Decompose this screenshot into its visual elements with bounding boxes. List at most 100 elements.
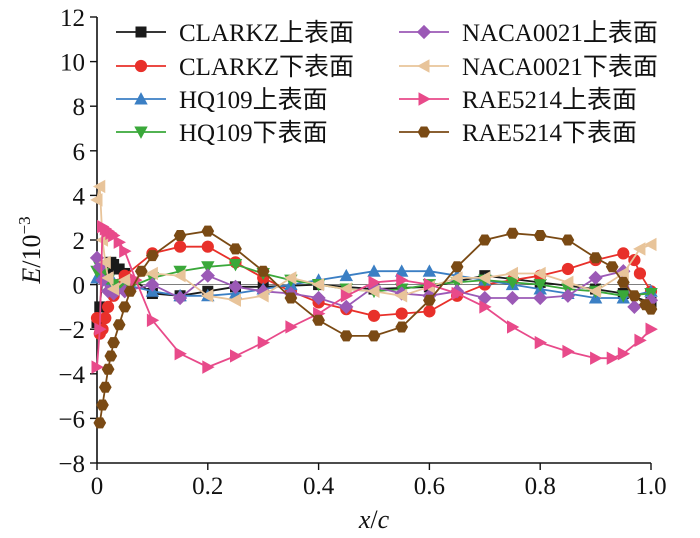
triangle-left-marker (561, 275, 574, 290)
hexagon-marker (395, 321, 409, 333)
y-axis-title: E/10−3 (15, 216, 46, 284)
diamond-marker (200, 268, 215, 283)
triangle-left-marker (117, 273, 131, 287)
circle-marker (134, 59, 148, 73)
triangle-down-marker (505, 276, 520, 290)
triangle-left-marker (145, 266, 158, 281)
y-tick-label: 4 (73, 183, 86, 210)
diamond-marker (172, 290, 188, 306)
hexagon-marker (561, 234, 575, 246)
series-5 (90, 179, 657, 307)
triangle-up-marker (422, 264, 437, 277)
x-tick-label: 0.2 (192, 473, 223, 500)
triangle-down-marker (533, 279, 547, 292)
triangle-left-marker (505, 266, 519, 281)
triangle-left-marker (644, 237, 657, 252)
triangle-right-marker (396, 273, 409, 287)
legend-item: HQ109上表面 (116, 86, 328, 114)
triangle-left-marker (394, 289, 408, 303)
triangle-right-marker (634, 333, 647, 348)
legend-label: HQ109下表面 (179, 119, 328, 147)
circle-marker (633, 267, 647, 280)
circle-marker (617, 247, 630, 260)
y-tick-label: −4 (58, 362, 85, 389)
triangle-right-marker (534, 335, 548, 350)
x-tick-label: 0 (91, 473, 104, 500)
triangle-left-marker (200, 289, 214, 303)
legend-item: RAE5214下表面 (399, 119, 637, 147)
square-marker (135, 26, 147, 38)
legend-label: CLARKZ下表面 (179, 53, 354, 81)
hexagon-marker (533, 230, 547, 241)
y-tick-label: 2 (73, 228, 86, 255)
triangle-left-marker (311, 277, 325, 292)
triangle-right-marker (451, 286, 464, 301)
legend-label: HQ109上表面 (179, 86, 328, 114)
series-line (98, 230, 652, 424)
hexagon-marker (478, 234, 492, 246)
x-tick-label: 0.8 (525, 473, 556, 500)
diamond-marker (588, 270, 603, 286)
diamond-marker (339, 299, 354, 315)
circle-marker (561, 262, 575, 276)
hexagon-marker (112, 319, 126, 331)
triangle-left-marker (367, 284, 380, 298)
triangle-up-marker (134, 92, 148, 105)
hexagon-marker (118, 301, 132, 313)
legend-label: CLARKZ上表面 (179, 19, 354, 47)
circle-marker (99, 311, 112, 325)
circle-marker (423, 305, 436, 318)
hexagon-marker (339, 330, 353, 342)
hexagon-marker (123, 285, 137, 297)
triangle-left-marker (284, 271, 297, 285)
hexagon-marker (506, 227, 519, 239)
hexagon-marker (284, 292, 298, 304)
diamond-marker (416, 24, 432, 40)
triangle-left-marker (616, 266, 629, 281)
x-tick-label: 0.4 (303, 473, 335, 500)
legend-label: NACA0021上表面 (462, 19, 658, 47)
triangle-right-marker (230, 349, 243, 363)
hexagon-marker (256, 265, 270, 277)
legend-label: RAE5214下表面 (462, 119, 637, 147)
triangle-up-marker (339, 268, 354, 282)
triangle-left-marker (588, 284, 602, 298)
legend-item: CLARKZ下表面 (116, 53, 354, 81)
triangle-left-marker (98, 255, 111, 270)
triangle-right-marker (562, 344, 575, 359)
triangle-left-marker (477, 271, 491, 285)
circle-marker (174, 240, 187, 253)
hexagon-marker (96, 399, 109, 411)
hexagon-marker (417, 126, 431, 138)
diamond-marker (533, 290, 548, 306)
hexagon-marker (134, 265, 148, 277)
y-tick-label: 6 (73, 139, 86, 166)
legend-item: RAE5214上表面 (399, 86, 637, 114)
diamond-marker (627, 299, 642, 315)
diamond-marker (228, 279, 243, 294)
triangle-left-marker (256, 289, 269, 303)
triangle-left-marker (633, 242, 646, 256)
hexagon-marker (367, 330, 381, 342)
triangle-right-marker (202, 360, 215, 374)
triangle-down-marker (616, 290, 631, 303)
hexagon-marker (450, 261, 464, 273)
diamond-marker (560, 288, 576, 303)
triangle-up-marker (394, 264, 409, 277)
hexagon-marker (201, 225, 215, 237)
triangle-left-marker (417, 59, 430, 73)
diamond-marker (505, 290, 520, 306)
hexagon-marker (146, 250, 159, 262)
y-tick-label: −8 (58, 451, 85, 478)
triangle-right-marker (479, 300, 492, 314)
legend: CLARKZ上表面 CLARKZ下表面 HQ109上表面 HQ109下表面 NACA00… (116, 19, 658, 147)
hexagon-marker (605, 261, 619, 273)
circle-marker (101, 300, 115, 314)
hexagon-marker (98, 381, 112, 393)
circle-marker (395, 307, 408, 320)
hexagon-marker (589, 252, 602, 264)
triangle-down-marker (134, 126, 148, 139)
y-tick-label: 0 (73, 273, 86, 300)
hexagon-marker (229, 243, 242, 255)
hexagon-marker (644, 303, 658, 315)
